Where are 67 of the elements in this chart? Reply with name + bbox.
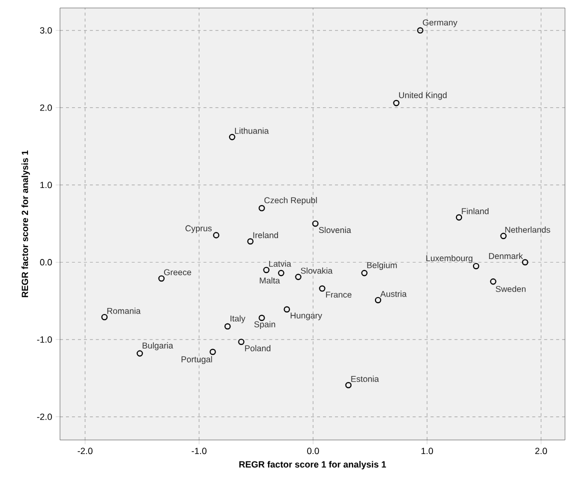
annotation: Finland <box>462 208 489 214</box>
annotation: Slovakia <box>300 267 333 274</box>
point <box>101 314 108 320</box>
x-tick-label: 0.0 <box>307 448 319 454</box>
point <box>258 314 265 322</box>
x-tick-label: -1.0 <box>192 448 206 454</box>
annotation: Latvia <box>269 260 292 267</box>
annotation: Austria <box>380 290 407 297</box>
y-axis-title: REGR factor score 2 for analysis 1 <box>22 150 30 298</box>
point <box>210 348 216 356</box>
annotation: Slovenia <box>318 226 352 234</box>
point <box>278 270 284 276</box>
annotation: France <box>326 292 352 298</box>
y-tick-label: 0.0 <box>40 259 52 266</box>
annotation: Malta <box>260 277 280 284</box>
point <box>500 232 507 240</box>
y-tick-label: 3.0 <box>40 27 52 34</box>
x-tick-label: -2.0 <box>78 448 92 454</box>
annotation: Belgium <box>367 262 397 270</box>
x-tick-label: 2.0 <box>535 448 547 454</box>
annotation: Germany <box>422 19 458 28</box>
annotation: Poland <box>245 345 270 352</box>
annotation: Lithuania <box>235 128 269 134</box>
annotation: Spain <box>254 321 276 330</box>
y-tick-label: 2.0 <box>40 104 52 111</box>
annotation: Cyprus <box>185 225 212 233</box>
annotation: Ireland <box>253 232 278 238</box>
annotation: Romania <box>107 308 141 314</box>
point <box>247 238 254 245</box>
annotation: Portugal <box>182 356 212 364</box>
annotation: Bulgaria <box>142 342 174 350</box>
point <box>258 204 265 212</box>
point <box>345 382 352 388</box>
point <box>472 262 480 270</box>
annotation: United Kingd <box>399 92 447 100</box>
point <box>319 285 326 292</box>
point <box>213 232 220 238</box>
point <box>490 278 496 285</box>
point <box>228 134 236 140</box>
point <box>158 275 165 282</box>
annotation: Luxembourg <box>426 254 472 263</box>
annotation: Sweden <box>496 286 526 292</box>
y-tick-label: -1.0 <box>37 336 52 343</box>
y-tick-label: -2.0 <box>37 414 52 420</box>
annotation: Italy <box>230 315 246 324</box>
annotation: Czech Republ <box>264 197 317 205</box>
annotation: Netherlands <box>505 226 550 233</box>
annotation: Greece <box>164 269 192 276</box>
annotation: Hungary <box>290 312 322 320</box>
point <box>238 338 244 345</box>
point <box>224 323 231 330</box>
point <box>263 266 270 274</box>
point <box>417 27 424 34</box>
point <box>393 100 400 106</box>
x-axis-title: REGR factor score 1 for analysis 1 <box>239 460 386 470</box>
point <box>456 214 462 221</box>
point <box>522 259 528 266</box>
y-tick-label: 1.0 <box>40 182 52 188</box>
point <box>136 350 143 357</box>
point <box>361 270 368 276</box>
point <box>295 274 302 280</box>
point <box>374 296 382 304</box>
x-tick-label: 1.0 <box>422 448 433 454</box>
annotation: Denmark <box>489 252 523 260</box>
annotation: Estonia <box>351 376 379 382</box>
point <box>312 220 319 227</box>
point <box>284 306 290 313</box>
